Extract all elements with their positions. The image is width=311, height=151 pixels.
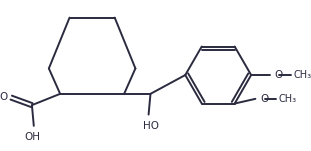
Text: OH: OH [25, 132, 41, 142]
Text: HO: HO [143, 121, 160, 131]
Text: CH₃: CH₃ [294, 70, 311, 80]
Text: O: O [0, 92, 8, 102]
Text: O: O [275, 70, 283, 80]
Text: O: O [260, 94, 268, 104]
Text: CH₃: CH₃ [279, 94, 297, 104]
